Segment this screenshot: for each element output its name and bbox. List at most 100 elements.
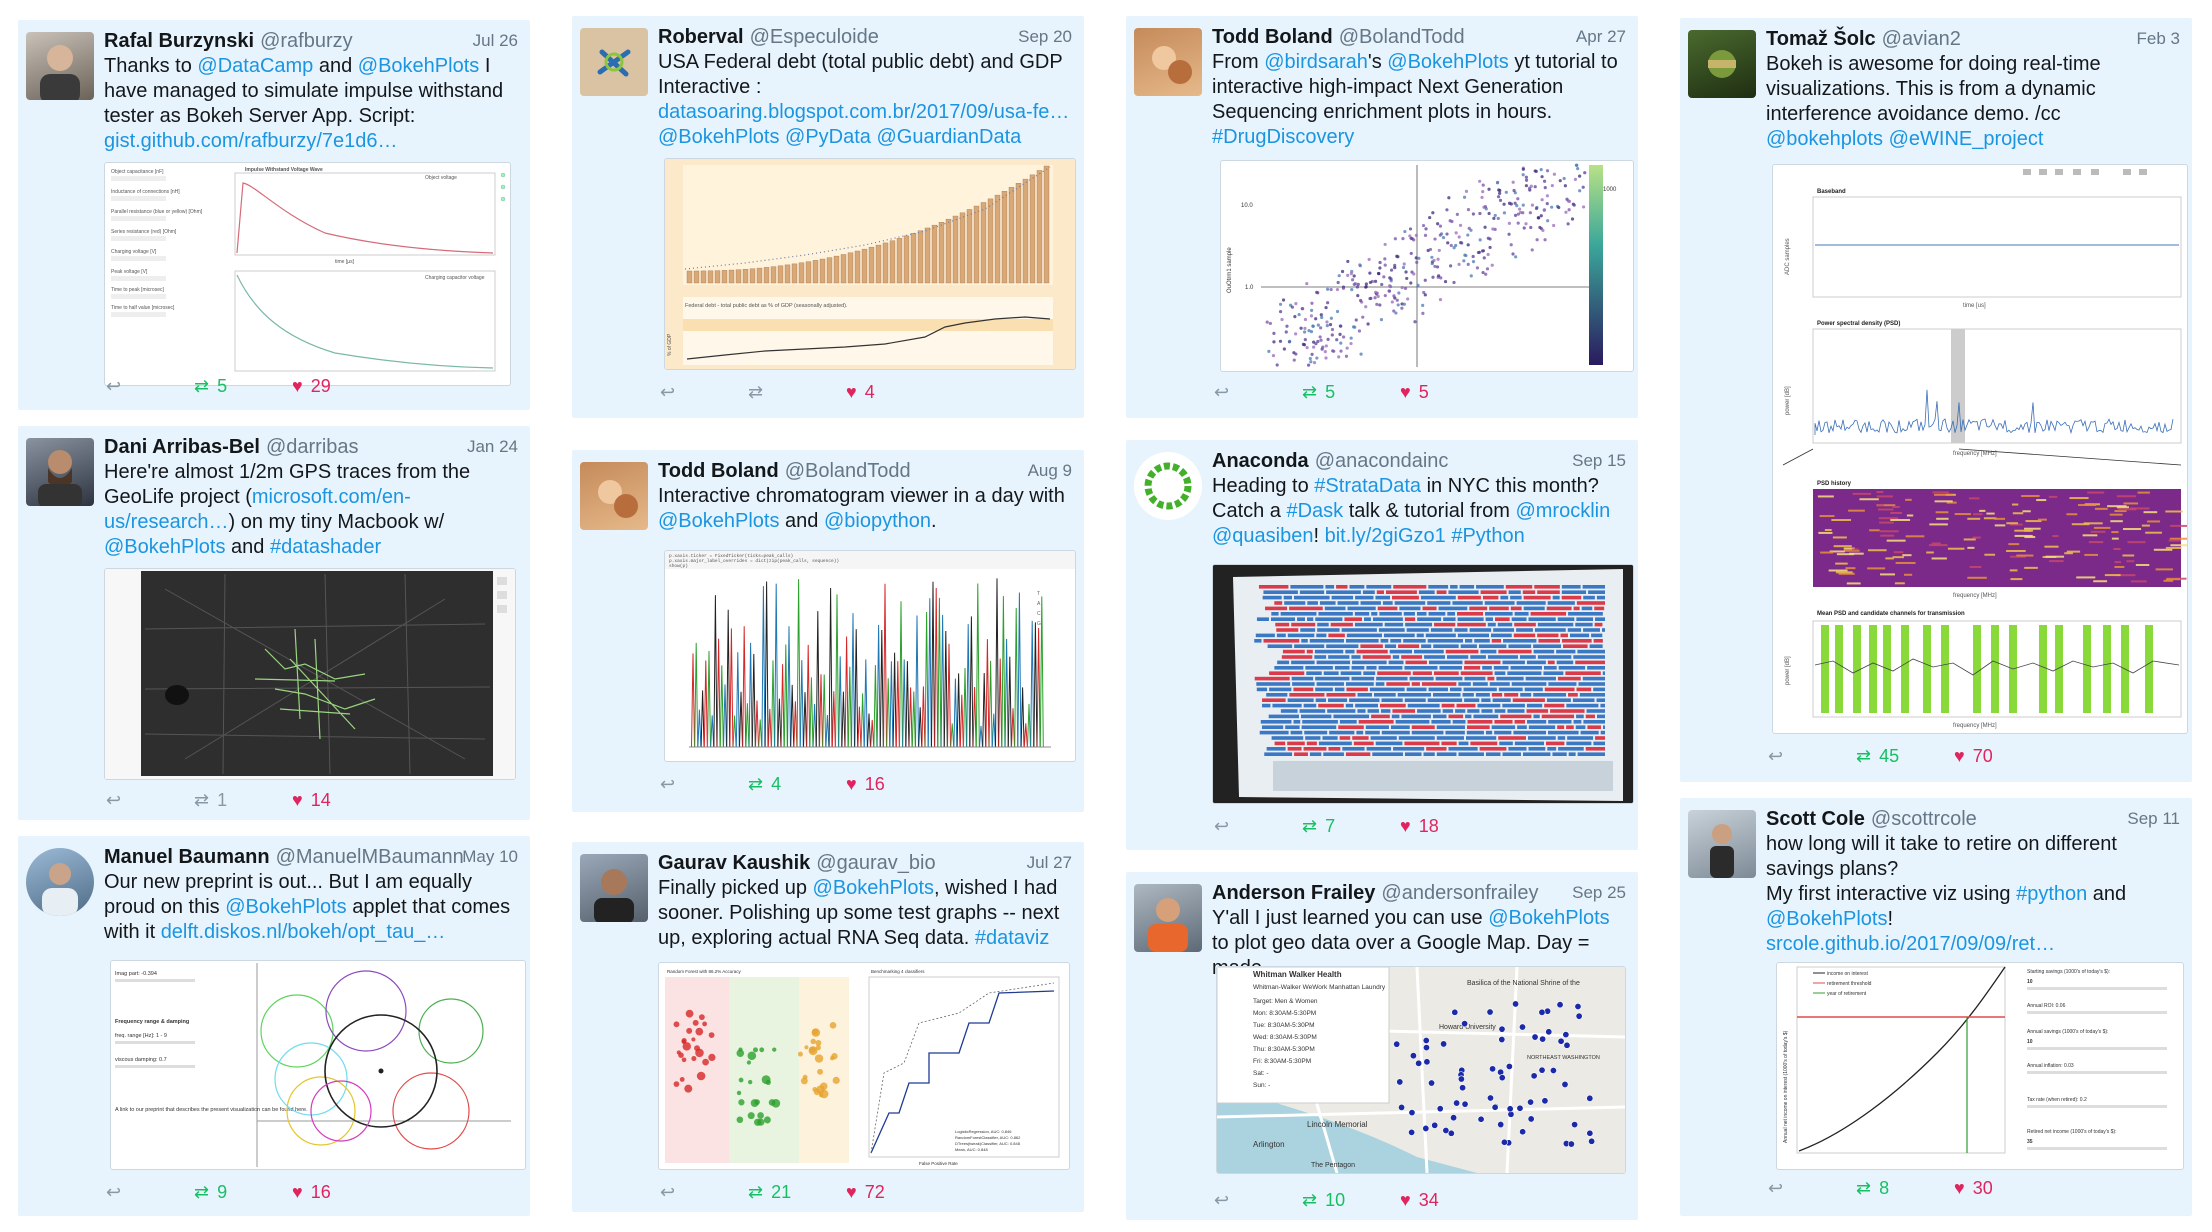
tweet-media[interactable]: Object capacitance [nF] Inductance of co… bbox=[104, 162, 511, 386]
author-handle[interactable]: @gaurav_bio bbox=[816, 852, 936, 874]
retweet-button[interactable]: ⇄ 5 bbox=[194, 376, 228, 396]
reply-icon[interactable]: ↩ bbox=[1214, 1190, 1230, 1210]
tweet-media[interactable]: Whitman Walker Health Whitman-Walker WeW… bbox=[1216, 966, 1626, 1174]
tweet-link[interactable]: #DrugDiscovery bbox=[1212, 126, 1355, 148]
avatar[interactable] bbox=[1688, 30, 1756, 98]
tweet-link[interactable]: #python bbox=[2016, 883, 2088, 905]
tweet-link[interactable]: #Dask bbox=[1286, 500, 1344, 522]
tweet-card[interactable]: Tomaž Šolc @avian2 Feb 3 Bokeh is awesome… bbox=[1680, 18, 2192, 782]
tweet-card[interactable]: Rafal Burzynski @rafburzy Jul 26 Thanks t… bbox=[18, 20, 530, 410]
tweet-media[interactable]: Random Forest with 86.2% Accuracy Benchma… bbox=[658, 962, 1070, 1170]
author-name[interactable]: Dani Arribas-Bel bbox=[104, 436, 260, 458]
author-name[interactable]: Scott Cole bbox=[1766, 808, 1865, 830]
reply-icon[interactable]: ↩ bbox=[1768, 746, 1784, 766]
tweet-card[interactable]: Anaconda @anacondainc Sep 15 Heading to #… bbox=[1126, 440, 1638, 850]
like-button[interactable]: ♥ 70 bbox=[1954, 746, 1993, 766]
like-button[interactable]: ♥ 16 bbox=[292, 1182, 331, 1202]
reply-icon[interactable]: ↩ bbox=[106, 376, 122, 396]
like-button[interactable]: ♥ 30 bbox=[1954, 1178, 1993, 1198]
avatar[interactable] bbox=[26, 438, 94, 506]
like-button[interactable]: ♥ 29 bbox=[292, 376, 331, 396]
tweet-link[interactable]: delft.diskos.nl/bokeh/opt_tau_… bbox=[160, 921, 446, 943]
tweet-media[interactable]: 10.0 1.0 OuOtrm1 sample 1000 bbox=[1220, 160, 1634, 372]
tweet-media[interactable]: Federal debt - total public debt as % of… bbox=[664, 158, 1076, 370]
tweet-link[interactable]: @bokehplots @eWINE_project bbox=[1766, 128, 2044, 150]
author-name[interactable]: Rafal Burzynski bbox=[104, 30, 255, 52]
tweet-link[interactable]: @mrocklin @quasiben bbox=[1212, 500, 1611, 547]
author-handle[interactable]: @anacondainc bbox=[1314, 450, 1449, 472]
author-name[interactable]: Anderson Frailey bbox=[1212, 882, 1376, 904]
like-button[interactable]: ♥ 34 bbox=[1400, 1190, 1439, 1210]
tweet-link[interactable]: @BokehPlots bbox=[357, 55, 480, 77]
tweet-link[interactable]: datasoaring.blogspot.com.br/2017/09/usa-… bbox=[658, 101, 1070, 123]
retweet-button[interactable]: ⇄ 21 bbox=[748, 1182, 792, 1202]
author-name[interactable]: Roberval bbox=[658, 26, 744, 48]
tweet-card[interactable]: Scott Cole @scottrcole Sep 11 how long wi… bbox=[1680, 798, 2192, 1216]
like-button[interactable]: ♥ 72 bbox=[846, 1182, 885, 1202]
tweet-card[interactable]: Todd Boland @BolandTodd Apr 27 From @bird… bbox=[1126, 16, 1638, 418]
tweet-link[interactable]: @BokehPlots bbox=[104, 536, 226, 558]
author-handle[interactable]: @scottrcole bbox=[1870, 808, 1977, 830]
tweet-link[interactable]: @birdsarah bbox=[1264, 51, 1368, 73]
tweet-card[interactable]: Anderson Frailey @andersonfrailey Sep 25 … bbox=[1126, 872, 1638, 1220]
tweet-link[interactable]: srcole.github.io/2017/09/09/ret… bbox=[1766, 933, 2056, 955]
retweet-button[interactable]: ⇄ 1 bbox=[194, 790, 228, 810]
like-button[interactable]: ♥ 18 bbox=[1400, 816, 1439, 836]
avatar[interactable] bbox=[580, 462, 648, 530]
tweet-link[interactable]: @BokehPlots bbox=[1766, 908, 1888, 930]
tweet-link[interactable]: @biopython bbox=[823, 510, 932, 532]
tweet-date[interactable]: Sep 11 bbox=[2127, 809, 2180, 828]
retweet-button[interactable]: ⇄ 7 bbox=[1302, 816, 1336, 836]
tweet-card[interactable]: Roberval @Especuloide Sep 20 USA Federal … bbox=[572, 16, 1084, 418]
tweet-link[interactable]: @BokehPlots bbox=[1387, 51, 1509, 73]
reply-icon[interactable]: ↩ bbox=[1214, 382, 1230, 402]
tweet-link[interactable]: #datashader bbox=[269, 536, 382, 558]
tweet-card[interactable]: Todd Boland @BolandTodd Aug 9 Interactive… bbox=[572, 450, 1084, 812]
retweet-button[interactable]: ⇄ 8 bbox=[1856, 1178, 1890, 1198]
tweet-media[interactable]: Baseband time [us] ADC samples Power spe… bbox=[1772, 164, 2188, 734]
tweet-media[interactable]: Imag part: -0.394 Frequency range & damp… bbox=[110, 960, 526, 1170]
like-button[interactable]: ♥ 5 bbox=[1400, 382, 1429, 402]
author-name[interactable]: Gaurav Kaushik bbox=[658, 852, 811, 874]
reply-icon[interactable]: ↩ bbox=[1214, 816, 1230, 836]
tweet-link[interactable]: @BokehPlots @PyData @GuardianData bbox=[658, 126, 1022, 148]
author-handle[interactable]: @andersonfrailey bbox=[1381, 882, 1539, 904]
tweet-link[interactable]: microsoft.com/en-us/research… bbox=[104, 486, 411, 533]
tweet-date[interactable]: Jul 27 bbox=[1026, 853, 1072, 872]
author-name[interactable]: Anaconda bbox=[1212, 450, 1309, 472]
tweet-card[interactable]: Manuel Baumann @ManuelMBaumann May 10 Our… bbox=[18, 836, 530, 1216]
reply-icon[interactable]: ↩ bbox=[660, 382, 676, 402]
author-name[interactable]: Todd Boland bbox=[658, 460, 779, 482]
tweet-link[interactable]: @BokehPlots bbox=[812, 877, 935, 899]
avatar[interactable] bbox=[1688, 810, 1756, 878]
tweet-date[interactable]: May 10 bbox=[462, 847, 518, 866]
tweet-link[interactable]: bit.ly/2giGzo1 #Python bbox=[1324, 525, 1525, 547]
tweet-link[interactable]: #dataviz bbox=[974, 927, 1050, 949]
author-handle[interactable]: @darribas bbox=[265, 436, 359, 458]
avatar[interactable] bbox=[26, 848, 94, 916]
author-name[interactable]: Tomaž Šolc bbox=[1766, 28, 1876, 50]
avatar[interactable] bbox=[580, 854, 648, 922]
like-button[interactable]: ♥ 16 bbox=[846, 774, 885, 794]
retweet-button[interactable]: ⇄ 9 bbox=[194, 1182, 228, 1202]
retweet-button[interactable]: ⇄ 5 bbox=[1302, 382, 1336, 402]
tweet-link[interactable]: gist.github.com/rafburzy/7e1d6… bbox=[104, 130, 398, 152]
tweet-date[interactable]: Apr 27 bbox=[1575, 27, 1626, 46]
author-name[interactable]: Manuel Baumann bbox=[104, 846, 270, 868]
retweet-button[interactable]: ⇄ 4 bbox=[748, 774, 782, 794]
tweet-card[interactable]: Dani Arribas-Bel @darribas Jan 24 Here're… bbox=[18, 426, 530, 820]
tweet-media[interactable] bbox=[104, 568, 516, 780]
like-button[interactable]: ♥ 14 bbox=[292, 790, 331, 810]
tweet-date[interactable]: Aug 9 bbox=[1027, 461, 1072, 480]
retweet-button[interactable]: ⇄ 45 bbox=[1856, 746, 1900, 766]
author-handle[interactable]: @avian2 bbox=[1881, 28, 1961, 50]
avatar[interactable] bbox=[26, 32, 94, 100]
tweet-link[interactable]: @BokehPlots bbox=[225, 896, 347, 918]
author-name[interactable]: Todd Boland bbox=[1212, 26, 1333, 48]
tweet-date[interactable]: Feb 3 bbox=[2136, 29, 2180, 48]
tweet-date[interactable]: Sep 15 bbox=[1572, 451, 1626, 470]
tweet-media[interactable] bbox=[1212, 564, 1634, 804]
like-button[interactable]: ♥ 4 bbox=[846, 382, 875, 402]
tweet-link[interactable]: @DataCamp bbox=[197, 55, 314, 77]
author-handle[interactable]: @ManuelMBaumann bbox=[275, 846, 464, 868]
